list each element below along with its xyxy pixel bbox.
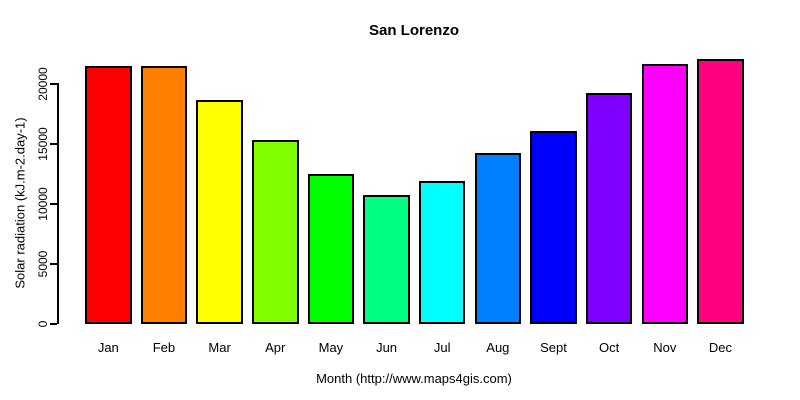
x-tick-label-may: May — [318, 340, 344, 355]
y-tick-label: 0 — [36, 320, 50, 327]
y-axis-line — [57, 83, 59, 325]
bar-jun — [363, 194, 410, 325]
bar-mar — [196, 100, 243, 325]
y-tick-label: 5000 — [36, 250, 50, 278]
y-tick — [50, 83, 57, 86]
bar-nov — [641, 64, 689, 325]
x-tick-label-jan: Jan — [97, 340, 119, 355]
x-tick-label-jul: Jul — [433, 340, 451, 355]
bar-jul — [418, 181, 466, 325]
x-tick-label-mar: Mar — [208, 340, 231, 355]
x-tick-label-jun: Jun — [376, 340, 398, 355]
x-tick-label-sept: Sept — [540, 340, 567, 355]
y-axis-title: Solar radiation (kJ.m-2.day-1) — [12, 117, 28, 289]
x-tick-label-nov: Nov — [653, 340, 677, 355]
x-tick-label-oct: Oct — [599, 340, 620, 355]
y-tick-label: 20000 — [36, 67, 50, 101]
bar-oct — [585, 93, 633, 325]
bar-aug — [474, 152, 522, 325]
bar-may — [307, 173, 355, 325]
y-tick — [50, 143, 57, 146]
y-tick — [50, 202, 57, 205]
bar-feb — [140, 65, 188, 325]
x-tick-label-apr: Apr — [265, 340, 286, 355]
chart-title: San Lorenzo — [368, 22, 460, 39]
x-tick-label-feb: Feb — [152, 340, 176, 355]
x-tick-label-dec: Dec — [708, 340, 732, 355]
y-tick-label: 10000 — [36, 187, 50, 221]
bar-jan — [85, 65, 132, 325]
y-tick — [50, 322, 57, 325]
bar-apr — [251, 140, 299, 325]
y-tick — [50, 262, 57, 265]
bar-sept — [530, 131, 577, 325]
x-tick-label-aug: Aug — [486, 340, 510, 355]
bar-dec — [697, 59, 744, 325]
x-axis-title: Month (http://www.maps4gis.com) — [316, 371, 512, 386]
y-tick-label: 15000 — [36, 127, 50, 161]
